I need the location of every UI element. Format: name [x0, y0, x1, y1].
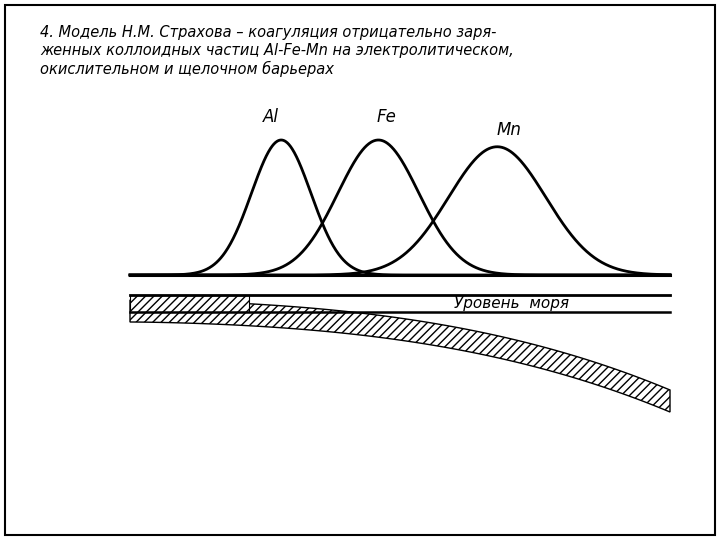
Text: окислительном и щелочном барьерах: окислительном и щелочном барьерах — [40, 61, 334, 77]
Polygon shape — [130, 300, 670, 412]
Polygon shape — [130, 295, 249, 312]
Text: Fe: Fe — [377, 108, 396, 126]
Text: Mn: Mn — [497, 121, 521, 139]
Text: 4. Модель Н.М. Страхова – коагуляция отрицательно заря-: 4. Модель Н.М. Страхова – коагуляция отр… — [40, 25, 496, 40]
Text: Al: Al — [264, 108, 279, 126]
Text: Уровень  моря: Уровень моря — [454, 296, 569, 311]
Text: женных коллоидных частиц Al-Fe-Mn на электролитическом,: женных коллоидных частиц Al-Fe-Mn на эле… — [40, 43, 514, 58]
